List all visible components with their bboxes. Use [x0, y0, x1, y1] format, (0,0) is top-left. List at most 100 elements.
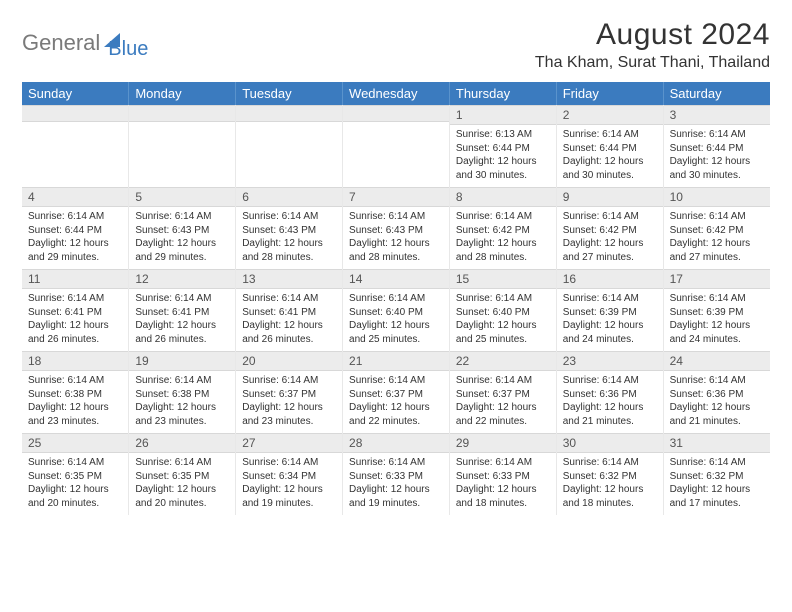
calendar-day-cell: 30Sunrise: 6:14 AMSunset: 6:32 PMDayligh…: [556, 433, 663, 515]
sunrise-text: Sunrise: 6:14 AM: [242, 210, 336, 224]
daylight-text: Daylight: 12 hours and 20 minutes.: [28, 483, 122, 510]
sunrise-text: Sunrise: 6:14 AM: [670, 456, 764, 470]
daylight-text: Daylight: 12 hours and 23 minutes.: [28, 401, 122, 428]
calendar-day-cell: 6Sunrise: 6:14 AMSunset: 6:43 PMDaylight…: [236, 187, 343, 269]
sunrise-text: Sunrise: 6:14 AM: [670, 210, 764, 224]
sunrise-text: Sunrise: 6:14 AM: [670, 374, 764, 388]
calendar-day-cell: 26Sunrise: 6:14 AMSunset: 6:35 PMDayligh…: [129, 433, 236, 515]
sunset-text: Sunset: 6:41 PM: [28, 306, 122, 320]
calendar-day-cell: 31Sunrise: 6:14 AMSunset: 6:32 PMDayligh…: [663, 433, 770, 515]
sunrise-text: Sunrise: 6:14 AM: [349, 292, 443, 306]
sunrise-text: Sunrise: 6:14 AM: [28, 456, 122, 470]
day-number: 2: [557, 105, 663, 125]
day-number: 7: [343, 187, 449, 207]
calendar-day-cell: 3Sunrise: 6:14 AMSunset: 6:44 PMDaylight…: [663, 105, 770, 187]
day-body: Sunrise: 6:14 AMSunset: 6:38 PMDaylight:…: [129, 371, 235, 433]
sunrise-text: Sunrise: 6:14 AM: [28, 210, 122, 224]
day-header: Saturday: [663, 82, 770, 105]
sunset-text: Sunset: 6:44 PM: [563, 142, 657, 156]
sunrise-text: Sunrise: 6:14 AM: [563, 292, 657, 306]
daylight-text: Daylight: 12 hours and 19 minutes.: [349, 483, 443, 510]
calendar-day-cell: 22Sunrise: 6:14 AMSunset: 6:37 PMDayligh…: [449, 351, 556, 433]
sunset-text: Sunset: 6:36 PM: [563, 388, 657, 402]
day-number: 3: [664, 105, 770, 125]
header: General Blue August 2024 Tha Kham, Surat…: [22, 18, 770, 72]
calendar-day-cell: 4Sunrise: 6:14 AMSunset: 6:44 PMDaylight…: [22, 187, 129, 269]
day-header: Monday: [129, 82, 236, 105]
sunrise-text: Sunrise: 6:14 AM: [456, 210, 550, 224]
sunrise-text: Sunrise: 6:14 AM: [242, 292, 336, 306]
day-body: Sunrise: 6:14 AMSunset: 6:43 PMDaylight:…: [343, 207, 449, 269]
month-title: August 2024: [535, 18, 770, 52]
day-number: 17: [664, 269, 770, 289]
sunset-text: Sunset: 6:41 PM: [242, 306, 336, 320]
day-body: Sunrise: 6:14 AMSunset: 6:37 PMDaylight:…: [236, 371, 342, 433]
sunset-text: Sunset: 6:42 PM: [670, 224, 764, 238]
day-number: 12: [129, 269, 235, 289]
day-body: Sunrise: 6:14 AMSunset: 6:39 PMDaylight:…: [664, 289, 770, 351]
sunset-text: Sunset: 6:41 PM: [135, 306, 229, 320]
calendar-week-row: 18Sunrise: 6:14 AMSunset: 6:38 PMDayligh…: [22, 351, 770, 433]
day-header: Sunday: [22, 82, 129, 105]
sunrise-text: Sunrise: 6:14 AM: [349, 456, 443, 470]
daylight-text: Daylight: 12 hours and 25 minutes.: [456, 319, 550, 346]
day-body: Sunrise: 6:14 AMSunset: 6:43 PMDaylight:…: [236, 207, 342, 269]
sunrise-text: Sunrise: 6:14 AM: [563, 210, 657, 224]
sunrise-text: Sunrise: 6:14 AM: [242, 456, 336, 470]
daylight-text: Daylight: 12 hours and 21 minutes.: [670, 401, 764, 428]
daylight-text: Daylight: 12 hours and 27 minutes.: [563, 237, 657, 264]
day-header: Tuesday: [236, 82, 343, 105]
calendar-day-cell: 19Sunrise: 6:14 AMSunset: 6:38 PMDayligh…: [129, 351, 236, 433]
calendar-day-cell: 23Sunrise: 6:14 AMSunset: 6:36 PMDayligh…: [556, 351, 663, 433]
day-body: [129, 122, 235, 180]
sunrise-text: Sunrise: 6:14 AM: [670, 292, 764, 306]
logo-text-blue: Blue: [108, 24, 148, 61]
sunrise-text: Sunrise: 6:14 AM: [456, 374, 550, 388]
sunset-text: Sunset: 6:37 PM: [242, 388, 336, 402]
location: Tha Kham, Surat Thani, Thailand: [535, 54, 770, 72]
calendar-day-cell: 29Sunrise: 6:14 AMSunset: 6:33 PMDayligh…: [449, 433, 556, 515]
daylight-text: Daylight: 12 hours and 24 minutes.: [563, 319, 657, 346]
daylight-text: Daylight: 12 hours and 29 minutes.: [28, 237, 122, 264]
calendar-day-cell: 28Sunrise: 6:14 AMSunset: 6:33 PMDayligh…: [343, 433, 450, 515]
calendar-day-cell: 25Sunrise: 6:14 AMSunset: 6:35 PMDayligh…: [22, 433, 129, 515]
day-number: 1: [450, 105, 556, 125]
day-body: Sunrise: 6:14 AMSunset: 6:34 PMDaylight:…: [236, 453, 342, 515]
sunset-text: Sunset: 6:34 PM: [242, 470, 336, 484]
day-body: Sunrise: 6:14 AMSunset: 6:32 PMDaylight:…: [664, 453, 770, 515]
day-number: 6: [236, 187, 342, 207]
day-body: Sunrise: 6:14 AMSunset: 6:40 PMDaylight:…: [343, 289, 449, 351]
calendar-day-cell: 10Sunrise: 6:14 AMSunset: 6:42 PMDayligh…: [663, 187, 770, 269]
sunrise-text: Sunrise: 6:14 AM: [28, 292, 122, 306]
sunset-text: Sunset: 6:37 PM: [349, 388, 443, 402]
daylight-text: Daylight: 12 hours and 23 minutes.: [135, 401, 229, 428]
daylight-text: Daylight: 12 hours and 27 minutes.: [670, 237, 764, 264]
day-number: 28: [343, 433, 449, 453]
daylight-text: Daylight: 12 hours and 24 minutes.: [670, 319, 764, 346]
day-number: 4: [22, 187, 128, 207]
sunrise-text: Sunrise: 6:14 AM: [456, 456, 550, 470]
day-body: [22, 122, 128, 180]
calendar-day-cell: 1Sunrise: 6:13 AMSunset: 6:44 PMDaylight…: [449, 105, 556, 187]
day-number: 15: [450, 269, 556, 289]
day-body: Sunrise: 6:14 AMSunset: 6:40 PMDaylight:…: [450, 289, 556, 351]
sunset-text: Sunset: 6:32 PM: [563, 470, 657, 484]
calendar-day-cell: 16Sunrise: 6:14 AMSunset: 6:39 PMDayligh…: [556, 269, 663, 351]
sunset-text: Sunset: 6:42 PM: [563, 224, 657, 238]
calendar-day-cell: [22, 105, 129, 187]
daylight-text: Daylight: 12 hours and 30 minutes.: [456, 155, 550, 182]
day-body: Sunrise: 6:14 AMSunset: 6:36 PMDaylight:…: [557, 371, 663, 433]
day-number: 18: [22, 351, 128, 371]
sunset-text: Sunset: 6:38 PM: [28, 388, 122, 402]
calendar-day-cell: 9Sunrise: 6:14 AMSunset: 6:42 PMDaylight…: [556, 187, 663, 269]
sunrise-text: Sunrise: 6:14 AM: [135, 292, 229, 306]
sunrise-text: Sunrise: 6:14 AM: [135, 374, 229, 388]
calendar-day-cell: [129, 105, 236, 187]
day-number: 26: [129, 433, 235, 453]
day-body: Sunrise: 6:13 AMSunset: 6:44 PMDaylight:…: [450, 125, 556, 187]
day-number: 24: [664, 351, 770, 371]
day-number: 20: [236, 351, 342, 371]
calendar-day-cell: 2Sunrise: 6:14 AMSunset: 6:44 PMDaylight…: [556, 105, 663, 187]
day-body: Sunrise: 6:14 AMSunset: 6:33 PMDaylight:…: [450, 453, 556, 515]
sunset-text: Sunset: 6:37 PM: [456, 388, 550, 402]
